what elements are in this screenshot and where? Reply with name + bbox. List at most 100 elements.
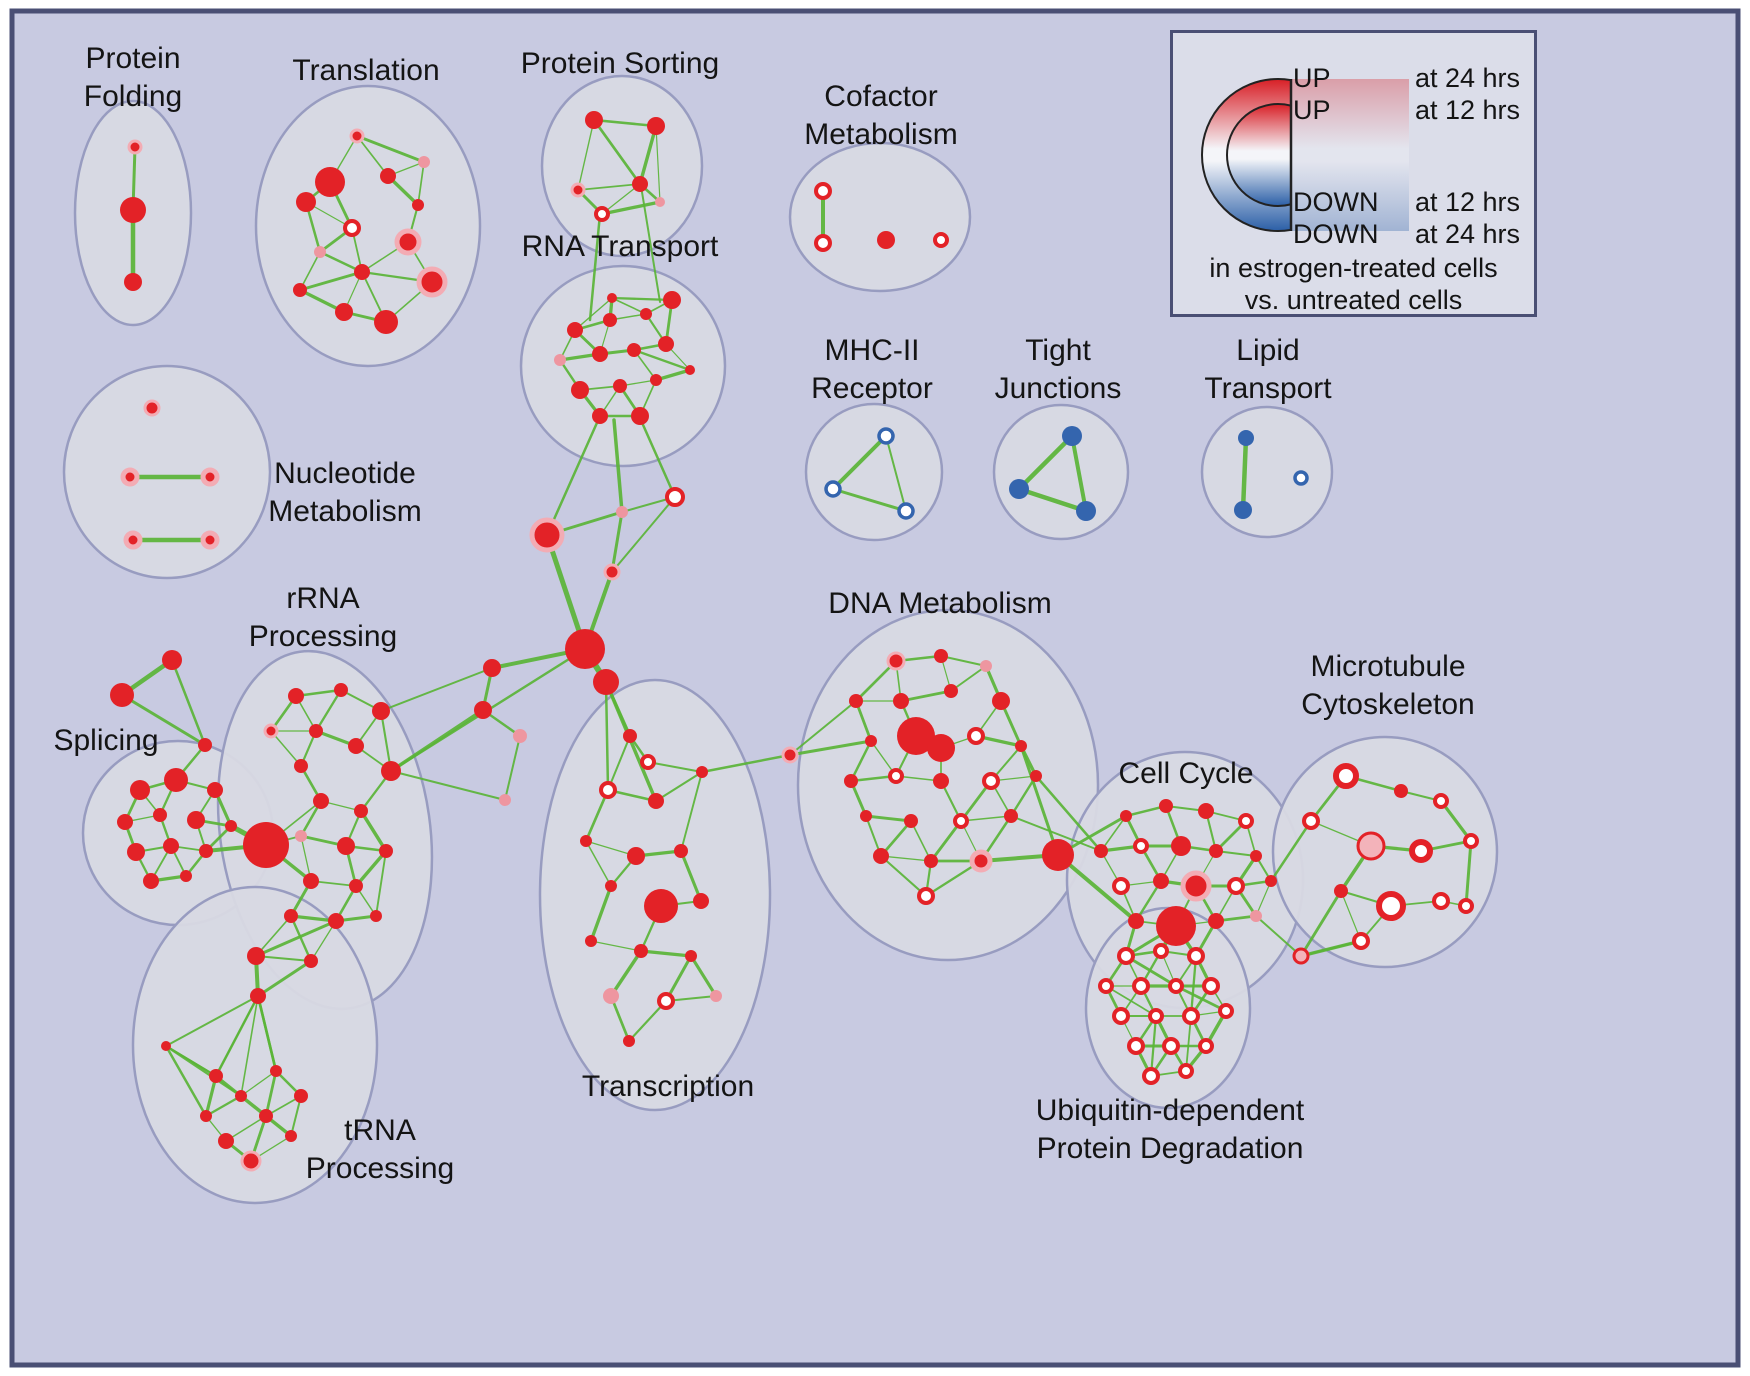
gene-node [599, 781, 617, 799]
gene-node [209, 1069, 223, 1083]
gene-node [953, 813, 969, 829]
gene-node [1352, 932, 1370, 950]
gene-node [243, 822, 289, 868]
gene-node [240, 1150, 262, 1172]
legend-direction: UP [1293, 95, 1331, 125]
network-edge [592, 118, 658, 128]
gene-node [1238, 430, 1254, 446]
gene-node [640, 754, 656, 770]
legend-direction: UP [1293, 63, 1331, 93]
network-edge [215, 995, 259, 1077]
gene-node [1162, 1037, 1180, 1055]
network-edge [654, 770, 704, 803]
gene-node [933, 232, 949, 248]
network-edge [355, 134, 426, 164]
gene-node [117, 814, 133, 830]
gene-node [1432, 892, 1450, 910]
gene-node [372, 702, 390, 720]
cluster-ellipse-trna-processing [131, 885, 379, 1205]
gene-node [513, 729, 527, 743]
network-edge [544, 532, 588, 652]
gene-node [328, 913, 344, 929]
gene-node [309, 724, 323, 738]
network-edge [849, 739, 873, 783]
gene-node [877, 231, 895, 249]
gene-node [200, 467, 220, 487]
gene-node [354, 264, 370, 280]
gene-node [163, 838, 179, 854]
cluster-ellipse-rna-transport [519, 264, 727, 468]
gene-node [380, 168, 396, 184]
gene-node [1156, 906, 1196, 946]
gene-node [418, 156, 430, 168]
network-edge [899, 689, 953, 703]
gene-node [849, 694, 863, 708]
network-edge [638, 416, 677, 499]
network-edge [604, 680, 610, 792]
gene-node [685, 950, 697, 962]
gene-node [337, 837, 355, 855]
gene-node [1202, 977, 1220, 995]
network-edge [831, 487, 908, 513]
network-edge [609, 994, 631, 1043]
gene-node [1127, 1037, 1145, 1055]
gene-node [781, 746, 799, 764]
network-edge [885, 435, 907, 512]
gene-node [663, 291, 681, 309]
gene-node [674, 844, 688, 858]
gene-node [1009, 479, 1029, 499]
gene-node [665, 487, 685, 507]
gene-node [593, 669, 619, 695]
gene-node [379, 844, 393, 858]
gene-node [1076, 501, 1096, 521]
gene-node [886, 651, 906, 671]
network-edge [627, 999, 668, 1043]
gene-node [120, 197, 146, 223]
gene-node [571, 381, 589, 399]
gene-node [130, 780, 150, 800]
gene-node [924, 854, 938, 868]
gene-node [1458, 898, 1474, 914]
gene-node [1302, 812, 1320, 830]
network-edge [585, 840, 612, 887]
network-edge [1100, 815, 1127, 852]
gene-node [499, 794, 511, 806]
gene-node [1265, 875, 1277, 887]
gene-node [644, 889, 678, 923]
network-edge [679, 849, 703, 903]
gene-node [980, 660, 992, 672]
network-edge [256, 959, 313, 998]
gene-node [293, 283, 307, 297]
gene-node [1168, 978, 1184, 994]
gene-node [1159, 799, 1173, 813]
network-edge [240, 1070, 277, 1097]
network-edge [700, 753, 792, 774]
legend-direction: DOWN [1293, 219, 1379, 249]
cluster-ellipse-nucleotide-metabolism [62, 364, 272, 580]
gene-node [607, 293, 617, 303]
gene-node [295, 830, 307, 842]
gene-node [1334, 884, 1348, 898]
gene-node [1234, 501, 1252, 519]
network-edge [1174, 984, 1228, 1013]
gene-node [296, 192, 316, 212]
network-edge [864, 814, 913, 823]
network-edge [601, 183, 641, 215]
network-edge [854, 699, 873, 743]
gene-node [1133, 838, 1149, 854]
cluster-ellipse-microtubule-cytoskeleton [1271, 735, 1499, 969]
gene-node [314, 246, 326, 258]
gene-node [250, 988, 266, 1004]
gene-node [354, 804, 368, 818]
gene-node [1209, 844, 1223, 858]
gene-node [1376, 891, 1406, 921]
network-edge [256, 994, 278, 1073]
network-edge [289, 914, 313, 963]
network-edge [1255, 915, 1302, 957]
gene-node [1094, 844, 1108, 858]
network-edge [240, 995, 259, 1097]
network-edge [950, 665, 987, 692]
network-edge [588, 212, 602, 322]
network-edge [574, 297, 613, 331]
